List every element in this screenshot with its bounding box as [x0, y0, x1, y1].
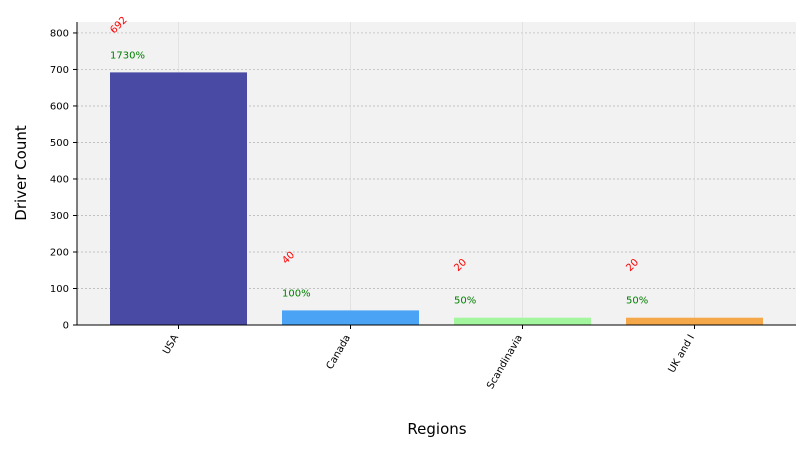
x-tick-label: Canada — [325, 333, 354, 371]
y-tick-label: 300 — [50, 211, 69, 222]
y-tick-label: 600 — [50, 101, 69, 112]
y-axis-title: Driver Count — [12, 125, 30, 221]
y-tick-label: 800 — [50, 28, 69, 39]
x-tick-label: UK and I — [667, 333, 698, 375]
y-tick-label: 500 — [50, 138, 69, 149]
y-tick-label: 700 — [50, 65, 69, 76]
x-tick-label: Scandinavia — [485, 333, 525, 391]
y-ticks: 0 100 200 300 400 500 600 700 800 — [50, 28, 77, 332]
percent-label: 1730% — [110, 50, 145, 61]
bar-scandinavia — [454, 317, 591, 325]
percent-label: 50% — [626, 296, 648, 307]
bar-uk-and-i — [626, 317, 763, 325]
x-tick-label: USA — [161, 333, 181, 357]
percent-label: 50% — [454, 296, 476, 307]
y-tick-label: 100 — [50, 284, 69, 295]
y-tick-label: 400 — [50, 174, 69, 185]
bar-canada — [282, 310, 419, 325]
y-tick-label: 0 — [63, 321, 69, 332]
x-ticks: USA Canada Scandinavia UK and I — [161, 325, 697, 391]
bar-usa — [110, 72, 247, 325]
percent-label: 100% — [282, 288, 311, 299]
bars — [110, 72, 763, 325]
x-axis-title: Regions — [407, 420, 466, 438]
y-tick-label: 200 — [50, 247, 69, 258]
